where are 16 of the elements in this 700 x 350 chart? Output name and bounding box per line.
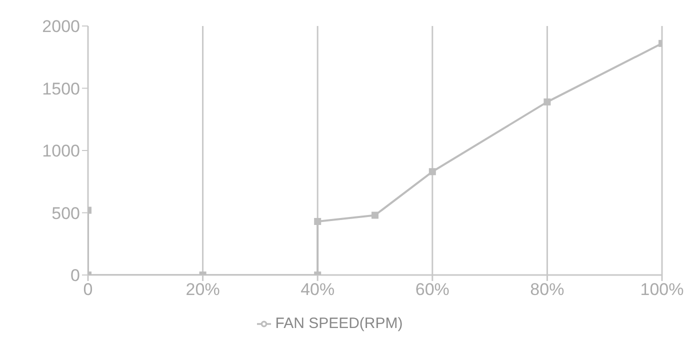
- x-tick-label: 40%: [300, 280, 335, 300]
- y-tick-label: 0: [70, 266, 80, 286]
- point: [314, 218, 322, 225]
- x-tick-label: 100%: [640, 280, 684, 300]
- point: [428, 168, 436, 176]
- x-tick-label: 60%: [415, 280, 450, 300]
- point: [372, 212, 378, 219]
- y-tick-label: 500: [52, 204, 80, 223]
- x-tick-label: 20%: [186, 280, 220, 300]
- y-tick-label: 1000: [42, 142, 80, 161]
- legend-label: FAN SPEED(RPM): [275, 315, 403, 332]
- x-tick-label: 0: [83, 280, 93, 300]
- point: [544, 98, 551, 106]
- y-tick-label: 1500: [42, 79, 80, 98]
- y-tick-label: 2000: [42, 17, 80, 36]
- x-tick-label: 80%: [530, 280, 564, 300]
